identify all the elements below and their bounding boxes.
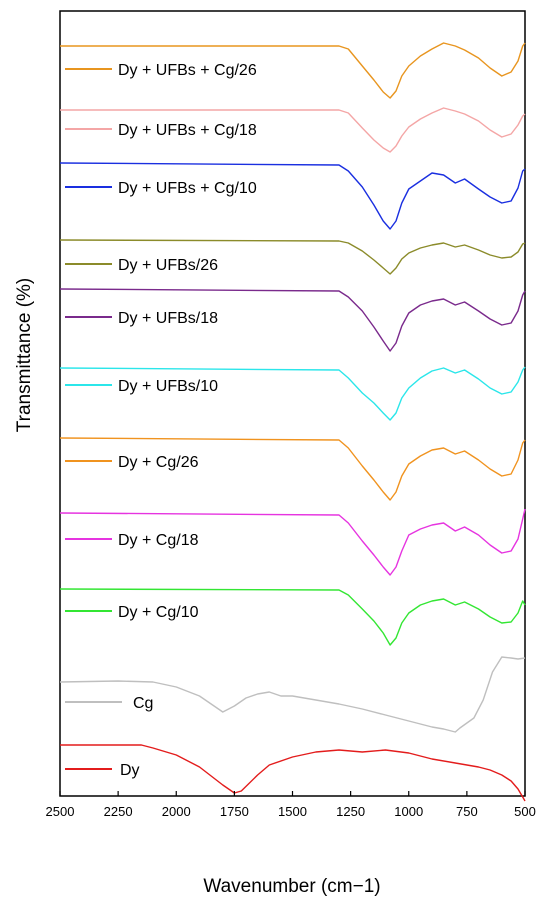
x-axis: 2500 2250 2000 1750 1500 1250 1000 750 500 [46, 791, 536, 819]
legend-label: Dy + Cg/18 [118, 532, 199, 549]
legend-label: Cg [133, 695, 153, 712]
x-tick-label: 1250 [336, 804, 365, 819]
series-line [60, 42, 526, 99]
x-tick-label: 1500 [278, 804, 307, 819]
legend-label: Dy + UFBs + Cg/18 [118, 122, 257, 139]
x-axis-title: Wavenumber (cm−1) [203, 876, 380, 897]
x-tick-label: 750 [456, 804, 478, 819]
legend-label: Dy + UFBs/18 [118, 310, 218, 327]
plot-frame [59, 10, 526, 797]
x-tick-label: 1000 [394, 804, 423, 819]
legend-label: Dy + UFBs/26 [118, 257, 218, 274]
trace-labels: Dy + UFBs + Cg/26 Dy + UFBs + Cg/18 Dy + U… [65, 62, 257, 779]
series-line [59, 366, 526, 421]
y-axis-title: Transmittance (%) [14, 278, 35, 433]
x-tick-label: 2000 [162, 804, 191, 819]
legend-label: Dy + Cg/10 [118, 604, 199, 621]
x-tick-label: 2250 [104, 804, 133, 819]
spectra-group [59, 42, 526, 802]
x-tick-label: 1750 [220, 804, 249, 819]
legend-label: Dy + UFBs + Cg/10 [118, 180, 257, 197]
series-line [60, 107, 526, 153]
legend-label: Dy + UFBs + Cg/26 [118, 62, 257, 79]
legend-label: Dy + Cg/26 [118, 454, 199, 471]
x-tick-label: 500 [514, 804, 536, 819]
series-line [59, 656, 526, 733]
series-line [59, 288, 526, 352]
x-tick-label: 2500 [46, 804, 75, 819]
series-line [59, 239, 526, 275]
series-line [59, 437, 526, 501]
legend-label: Dy [120, 762, 140, 779]
series-line [60, 744, 526, 802]
series-line [59, 162, 526, 230]
series-line [59, 508, 526, 576]
legend-label: Dy + UFBs/10 [118, 378, 218, 395]
series-line [59, 588, 526, 646]
